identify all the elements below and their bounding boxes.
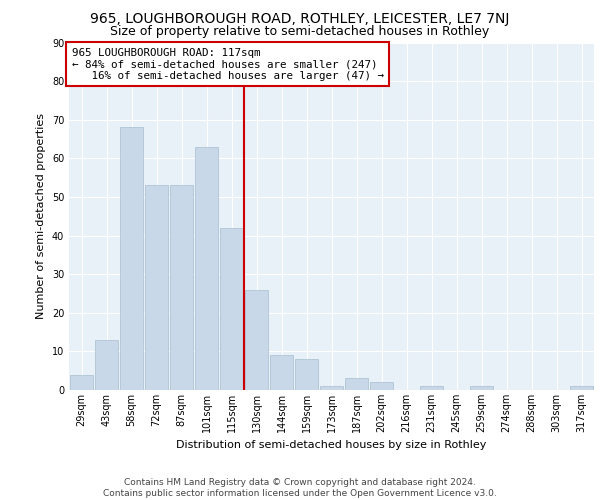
Bar <box>145 186 168 390</box>
Text: Contains HM Land Registry data © Crown copyright and database right 2024.
Contai: Contains HM Land Registry data © Crown c… <box>103 478 497 498</box>
Bar <box>220 228 243 390</box>
Bar <box>470 386 493 390</box>
Text: Size of property relative to semi-detached houses in Rothley: Size of property relative to semi-detach… <box>110 25 490 38</box>
Bar <box>245 290 268 390</box>
Bar <box>420 386 443 390</box>
Bar <box>95 340 118 390</box>
Bar <box>345 378 368 390</box>
Bar <box>320 386 343 390</box>
Bar <box>120 128 143 390</box>
Bar <box>270 355 293 390</box>
Bar <box>70 374 93 390</box>
Bar <box>195 147 218 390</box>
Bar <box>370 382 393 390</box>
Bar <box>295 359 318 390</box>
X-axis label: Distribution of semi-detached houses by size in Rothley: Distribution of semi-detached houses by … <box>176 440 487 450</box>
Bar <box>170 186 193 390</box>
Text: 965, LOUGHBOROUGH ROAD, ROTHLEY, LEICESTER, LE7 7NJ: 965, LOUGHBOROUGH ROAD, ROTHLEY, LEICEST… <box>91 12 509 26</box>
Bar <box>570 386 593 390</box>
Y-axis label: Number of semi-detached properties: Number of semi-detached properties <box>36 114 46 320</box>
Text: 965 LOUGHBOROUGH ROAD: 117sqm
← 84% of semi-detached houses are smaller (247)
  : 965 LOUGHBOROUGH ROAD: 117sqm ← 84% of s… <box>71 48 383 81</box>
